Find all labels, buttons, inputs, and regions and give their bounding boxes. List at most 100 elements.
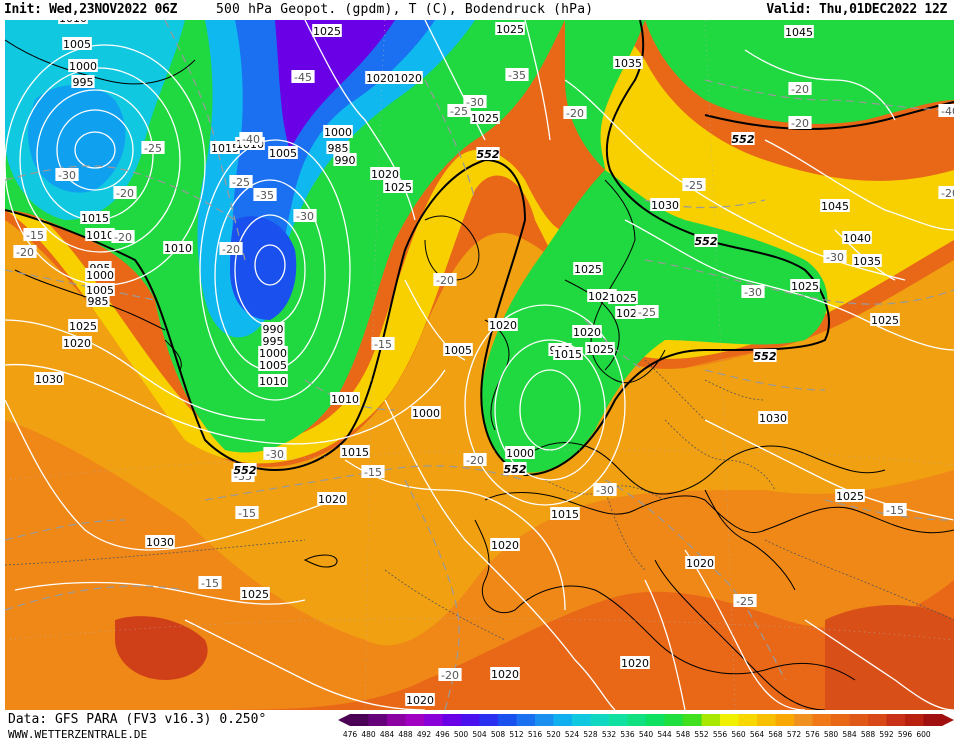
- isotherm-label: -20: [114, 231, 132, 244]
- isotherm-label-bg: [239, 132, 263, 145]
- isotherm-label: -35: [256, 189, 274, 202]
- isobar-label: 1020: [491, 668, 519, 681]
- isotherm-label-bg: [733, 594, 757, 607]
- color-legend-label: 556: [713, 730, 728, 739]
- isobar-label-bg: [317, 492, 347, 505]
- isotherm-label-bg: [198, 576, 222, 589]
- fill-low-core-iceland: [230, 216, 297, 320]
- isotherm-label-bg: [823, 250, 847, 263]
- color-legend-swatch: [868, 714, 887, 726]
- height-contour-label: 552: [754, 350, 777, 363]
- isobar-label: 1005: [86, 284, 114, 297]
- weather-map: 1010100510009959859909951000100510101020…: [5, 20, 954, 710]
- fill-coldest-core: [275, 20, 395, 150]
- color-legend-label: 516: [528, 730, 543, 739]
- isobar-label: 1015: [551, 508, 579, 521]
- color-legend-swatch: [424, 714, 443, 726]
- isobar-label-bg: [258, 374, 288, 387]
- header-bar: Init: Wed,23NOV2022 06Z 500 hPa Geopot. …: [0, 0, 959, 20]
- isotherm-label-bg: [371, 337, 395, 350]
- color-legend-swatch: [368, 714, 388, 726]
- isobar-label: 1015: [81, 212, 109, 225]
- isobar-label: 1015: [211, 142, 239, 155]
- isobar-label-bg: [405, 693, 435, 706]
- isotherm-label-bg: [235, 506, 259, 519]
- isobar-label: 1025: [313, 25, 341, 38]
- isotherm-label: -25: [232, 176, 250, 189]
- isotherm-label: -15: [364, 466, 382, 479]
- isobar-label-bg: [68, 319, 98, 332]
- isobar-label: 1010: [86, 229, 114, 242]
- isotherm-label: -20: [116, 187, 134, 200]
- isobar-label-bg: [842, 231, 872, 244]
- temperature-labels: -30 -25 -20 -15 -20 -25 -35 -40 -45 -35 -30 -25 -30 -…: [13, 68, 954, 682]
- isobar-label: 1015: [554, 348, 582, 361]
- isobar-label: 1025: [586, 343, 614, 356]
- color-legend-swatch: [479, 714, 499, 726]
- color-legend-swatch: [590, 714, 610, 726]
- isobar-label-bg: [608, 291, 638, 304]
- isobar-label-bg: [258, 358, 288, 371]
- isotherm-label-bg: [682, 178, 706, 191]
- color-legend-label: 476: [343, 730, 358, 739]
- isotherm-label-bg: [741, 285, 765, 298]
- isobar-label-bg: [790, 279, 820, 292]
- color-legend-label: 532: [602, 730, 617, 739]
- isobar-label: 1005: [259, 359, 287, 372]
- valid-time: Valid: Thu,01DEC2022 12Z: [766, 2, 947, 17]
- map-canvas: 1010100510009959859909951000100510101020…: [5, 20, 954, 710]
- isotherm-label: -30: [744, 286, 762, 299]
- isobar-label-bg: [85, 228, 115, 241]
- color-legend-swatch: [646, 714, 665, 726]
- isobar-label-bg: [470, 111, 500, 124]
- isobar-label-bg: [58, 20, 88, 24]
- website-link[interactable]: WWW.WETTERZENTRALE.DE: [8, 728, 148, 741]
- fill-560: [5, 220, 954, 646]
- color-legend-swatch: [849, 714, 869, 726]
- isobar-label-bg: [490, 667, 520, 680]
- color-legend-label: 572: [787, 730, 802, 739]
- isobar-label: 1045: [785, 26, 813, 39]
- isobar-label: 1020: [491, 539, 519, 552]
- isotherm-label: -20: [791, 117, 809, 130]
- isotherm-label-bg: [593, 483, 617, 496]
- color-legend-label: 524: [565, 730, 580, 739]
- isobar-label-bg: [258, 346, 288, 359]
- color-legend-swatch: [701, 714, 721, 726]
- isotherm-label: -30: [596, 484, 614, 497]
- isobar-label-bg: [488, 318, 518, 331]
- isobar-label-bg: [870, 313, 900, 326]
- isobar-label: 1025: [496, 23, 524, 36]
- isobar-label-bg: [323, 125, 353, 138]
- isotherm-label: -20: [16, 246, 34, 259]
- isotherm-label-bg: [788, 116, 812, 129]
- isobar-label-bg: [505, 446, 535, 459]
- isotherm-label: -20: [222, 243, 240, 256]
- color-legend-swatch: [923, 714, 943, 726]
- init-time: Init: Wed,23NOV2022 06Z: [4, 2, 178, 17]
- height-contour-label-bg: [503, 462, 527, 475]
- color-legend-label: 560: [731, 730, 746, 739]
- isobar-label: 995: [263, 335, 284, 348]
- isobar-label-bg: [620, 656, 650, 669]
- color-legend-swatch: [461, 714, 480, 726]
- color-legend-swatch: [516, 714, 536, 726]
- contour-552-north: [704, 101, 954, 131]
- graticule: [5, 20, 954, 710]
- isobar-label: 1025: [241, 588, 269, 601]
- fill-trough-east: [481, 170, 828, 473]
- color-legend-arrow-right: [942, 714, 954, 726]
- isotherm-label-bg: [293, 209, 317, 222]
- color-legend-swatch: [535, 714, 554, 726]
- isobar-label: 985: [88, 295, 109, 308]
- height-contour-label-bg: [233, 463, 257, 476]
- isotherm-label: -25: [144, 142, 162, 155]
- isobar-label: 1030: [146, 536, 174, 549]
- isotherm-label: -20: [436, 274, 454, 287]
- isobar-label: 1025: [471, 112, 499, 125]
- isobar-label: 1045: [821, 200, 849, 213]
- isotherm-label-bg: [111, 230, 135, 243]
- isobar-label-bg: [68, 59, 98, 72]
- isobar-label-bg: [312, 24, 342, 37]
- isobar-label: 1020: [573, 326, 601, 339]
